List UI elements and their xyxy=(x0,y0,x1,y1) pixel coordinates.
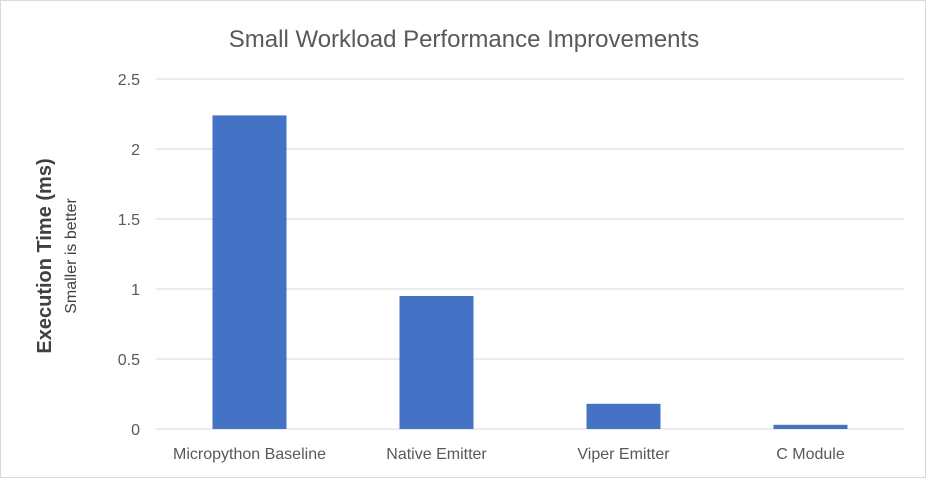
x-axis-ticks: Micropython Baseline Native Emitter Viper … xyxy=(173,446,845,463)
x-tick-label: Viper Emitter xyxy=(577,446,670,463)
y-tick-label: 0.5 xyxy=(118,352,140,369)
bar xyxy=(212,115,287,430)
x-tick-label: Native Emitter xyxy=(386,446,487,463)
bar xyxy=(399,296,474,429)
bar xyxy=(586,403,661,429)
chart-title: Small Workload Performance Improvements xyxy=(229,26,699,53)
y-axis-title: Execution Time (ms) xyxy=(34,158,56,353)
y-tick-label: 1.5 xyxy=(118,212,140,229)
y-tick-label: 0 xyxy=(131,422,140,439)
bars xyxy=(212,115,848,430)
y-tick-label: 1 xyxy=(131,282,140,299)
x-tick-label: Micropython Baseline xyxy=(173,446,326,463)
y-axis-title-group: Execution Time (ms) xyxy=(34,158,56,353)
x-tick-label: C Module xyxy=(776,446,845,463)
y-axis-subtitle-group: Smaller is better xyxy=(63,198,80,314)
y-tick-label: 2 xyxy=(131,142,140,159)
bar xyxy=(773,424,848,429)
y-axis-ticks: 0 0.5 1 1.5 2 2.5 xyxy=(118,72,140,439)
y-axis-subtitle: Smaller is better xyxy=(63,198,80,314)
y-tick-label: 2.5 xyxy=(118,72,140,89)
